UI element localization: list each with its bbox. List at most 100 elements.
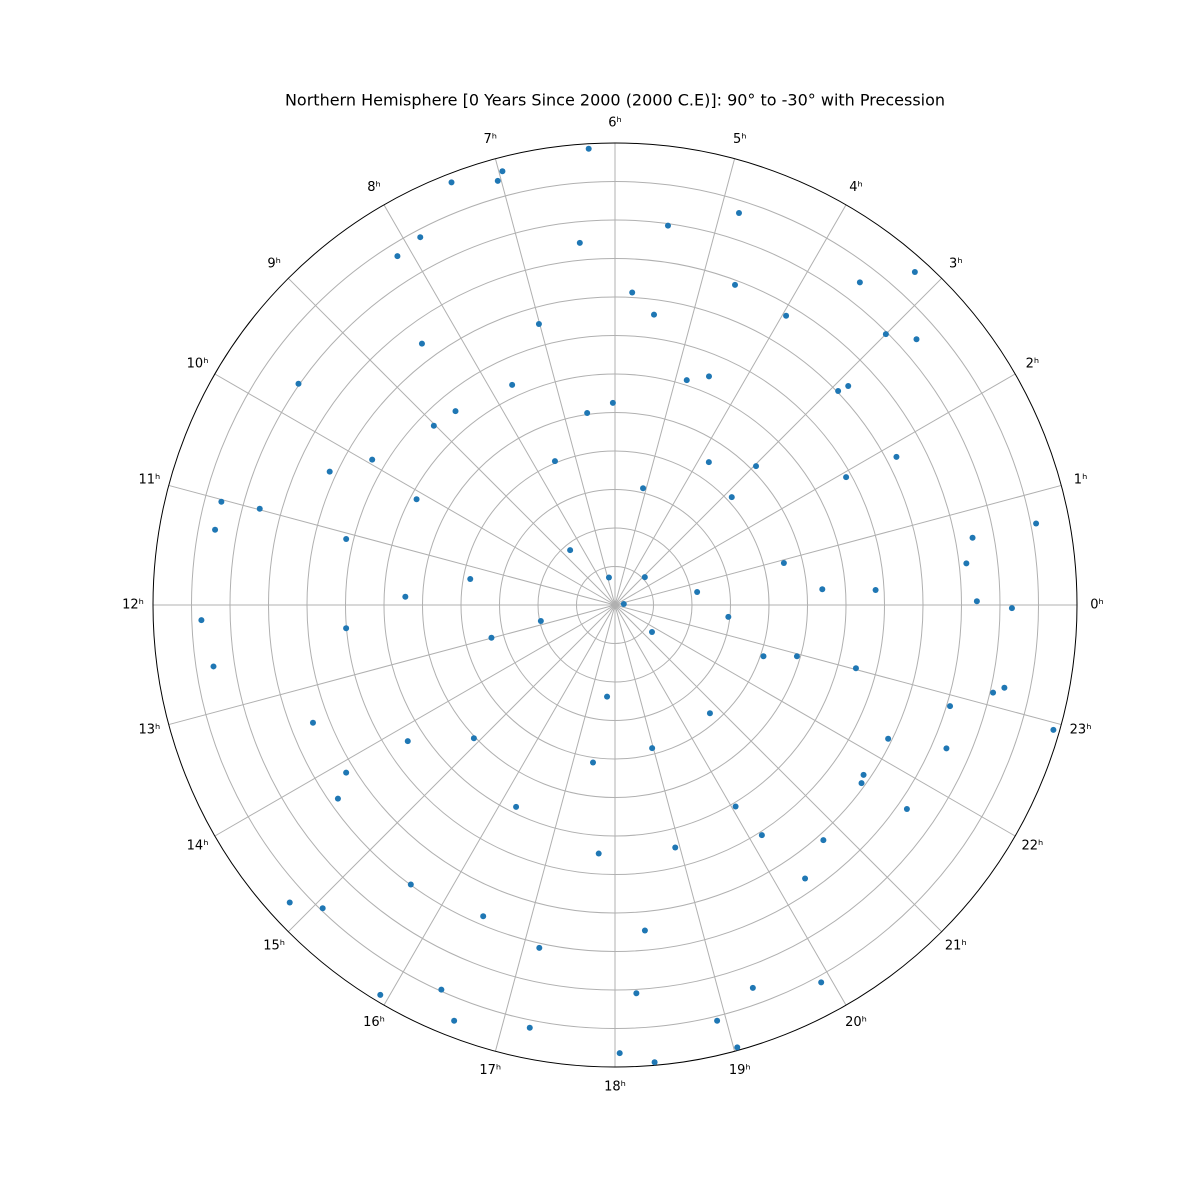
x-tick-label: 22ʰ [1022, 839, 1044, 854]
x-tick-label: 3ʰ [949, 257, 963, 272]
star-point [595, 850, 602, 857]
star-point [783, 312, 790, 319]
star-point [413, 496, 420, 503]
star-point [438, 986, 445, 993]
star-point [605, 574, 612, 581]
star-point [728, 494, 735, 501]
star-point [404, 738, 411, 745]
x-tick-label: 23ʰ [1070, 722, 1092, 737]
star-point [903, 806, 910, 813]
grid-spoke [168, 484, 616, 606]
star-point [494, 177, 501, 184]
x-tick-label: 16ʰ [363, 1015, 385, 1030]
star-point [584, 409, 591, 416]
x-tick-label: 11ʰ [139, 473, 161, 488]
star-point [585, 145, 592, 152]
star-point [651, 311, 658, 318]
star-point [418, 340, 425, 347]
star-point [334, 795, 341, 802]
star-point [845, 382, 852, 389]
star-point [947, 703, 954, 710]
star-point [734, 1044, 741, 1051]
star-point [705, 459, 712, 466]
star-point [394, 253, 401, 260]
star-point [499, 168, 506, 175]
grid-spoke [614, 373, 1016, 606]
star-point [911, 268, 918, 275]
star-point [526, 1024, 533, 1031]
star-point [629, 289, 636, 296]
star-point [835, 388, 842, 395]
star-point [256, 505, 263, 512]
grid-spoke [614, 484, 1062, 606]
star-point [818, 979, 825, 986]
star-point [1050, 726, 1057, 733]
x-tick-label: 1ʰ [1074, 473, 1088, 488]
grid-spoke [168, 604, 616, 726]
star-point [417, 234, 424, 241]
star-point [451, 1017, 458, 1024]
star-point [430, 422, 437, 429]
star-point [649, 745, 656, 752]
star-point [218, 498, 225, 505]
star-point [295, 380, 302, 387]
star-point [893, 453, 900, 460]
star-point [725, 613, 732, 620]
x-tick-label: 4ʰ [849, 180, 863, 195]
grid-spoke [614, 277, 943, 606]
star-point [714, 1017, 721, 1024]
star-point [609, 399, 616, 406]
grid-spoke [494, 604, 616, 1052]
x-tick-label: 5ʰ [733, 132, 747, 147]
grid-spoke [287, 277, 616, 606]
star-point [407, 881, 414, 888]
x-tick-label: 14ʰ [187, 839, 209, 854]
star-point [694, 588, 701, 595]
star-point [856, 279, 863, 286]
star-point [852, 665, 859, 672]
star-point [369, 456, 376, 463]
star-point [1008, 605, 1015, 612]
x-tick-label: 2ʰ [1026, 357, 1040, 372]
star-point [843, 474, 850, 481]
star-point [872, 586, 879, 593]
star-point [793, 653, 800, 660]
star-point [705, 373, 712, 380]
grid-spoke [614, 604, 847, 1006]
star-point [963, 560, 970, 567]
star-point [448, 179, 455, 186]
star-point [212, 526, 219, 533]
star-point [488, 634, 495, 641]
star-point [452, 408, 459, 415]
star-point [640, 485, 647, 492]
star-point [943, 745, 950, 752]
star-point [567, 547, 574, 554]
star-point [210, 663, 217, 670]
star-point [509, 381, 516, 388]
star-point [913, 336, 920, 343]
grid-spoke [383, 204, 616, 606]
star-point [969, 534, 976, 541]
star-point [590, 759, 597, 766]
grid-spoke [494, 158, 616, 606]
star-point [802, 875, 809, 882]
star-point [633, 990, 640, 997]
x-tick-label: 18ʰ [604, 1080, 626, 1095]
star-point [820, 837, 827, 844]
star-point [641, 574, 648, 581]
star-point [551, 458, 558, 465]
star-point [343, 535, 350, 542]
grid-spoke [287, 604, 616, 933]
star-point [732, 803, 739, 810]
star-point [377, 991, 384, 998]
star-point [537, 617, 544, 624]
x-tick-label: 9ʰ [267, 257, 281, 272]
star-point [860, 771, 867, 778]
star-point [402, 593, 409, 600]
star-point [343, 625, 350, 632]
star-point [616, 1050, 623, 1057]
x-tick-label: 6ʰ [608, 116, 622, 131]
star-point [604, 693, 611, 700]
x-tick-label: 10ʰ [187, 357, 209, 372]
x-tick-label: 13ʰ [139, 722, 161, 737]
